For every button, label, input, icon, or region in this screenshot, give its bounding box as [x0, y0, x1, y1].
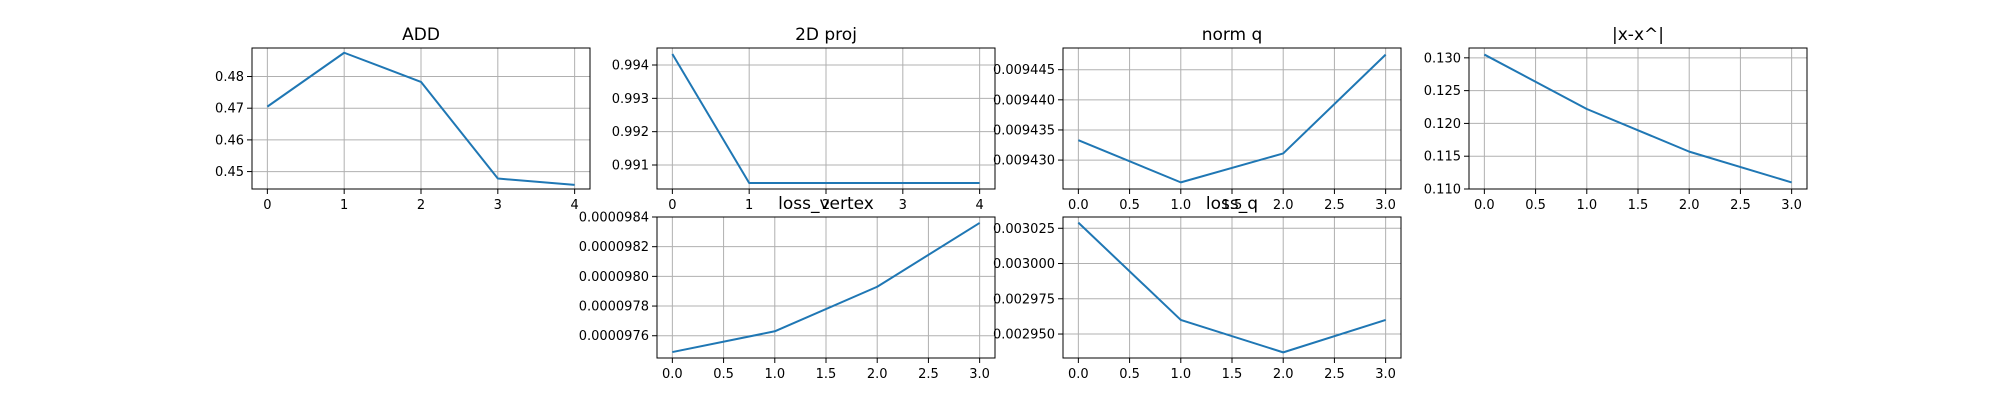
x-tick-label: 1.0 — [1170, 367, 1191, 382]
y-tick-label: 0.993 — [612, 92, 649, 107]
x-tick-label: 3.0 — [1375, 198, 1396, 213]
x-tick-label: 0.5 — [1119, 198, 1140, 213]
y-tick-label: 0.0000980 — [579, 270, 649, 285]
chart-title: norm q — [1202, 25, 1263, 45]
x-tick-label: 1 — [745, 198, 753, 213]
x-tick-label: 3.0 — [1375, 367, 1396, 382]
x-tick-label: 2.5 — [918, 367, 939, 382]
series-line — [1483, 53, 1792, 184]
chart-lossq: 0.0 0.5 1.0 1.5 2.0 2.5 3.0 0.002950 0.002975 0.0… — [993, 194, 1402, 382]
x-tick-label: 2.0 — [1273, 198, 1294, 213]
x-tick-label: 0.0 — [1068, 198, 1089, 213]
series-line — [1077, 221, 1386, 354]
x-tick-label: 0.0 — [662, 367, 683, 382]
x-tick-label: 3 — [899, 198, 907, 213]
y-tick-label: 0.009440 — [993, 93, 1055, 108]
y-tick-label: 0.48 — [215, 70, 244, 85]
x-tick-label: 1.0 — [1576, 198, 1597, 213]
x-tick-label: 2.0 — [1679, 198, 1700, 213]
y-tick-label: 0.45 — [215, 165, 244, 180]
y-tick-label: 0.009435 — [993, 123, 1055, 138]
x-tick-label: 1.5 — [1628, 198, 1649, 213]
x-tick-label: 0 — [263, 198, 271, 213]
x-tick-label: 2.5 — [1324, 198, 1345, 213]
chart-normq: 0.0 0.5 1.0 1.5 2.0 2.5 3.0 0.009430 0.009435 0.0… — [993, 25, 1402, 213]
chart-title: 2D proj — [795, 25, 857, 45]
x-tick-label: 0.5 — [1525, 198, 1546, 213]
x-tick-label: 2.0 — [867, 367, 888, 382]
y-tick-label: 0.115 — [1424, 150, 1461, 165]
y-tick-label: 0.110 — [1424, 183, 1461, 198]
y-tick-label: 0.991 — [612, 159, 649, 174]
chart-title: loss_q — [1206, 194, 1258, 214]
x-tick-label: 1 — [340, 198, 348, 213]
series-line — [671, 53, 980, 184]
x-tick-label: 0 — [668, 198, 676, 213]
x-tick-label: 0.5 — [713, 367, 734, 382]
x-tick-label: 0.5 — [1119, 367, 1140, 382]
y-tick-label: 0.0000984 — [579, 211, 649, 226]
x-tick-label: 0.0 — [1474, 198, 1495, 213]
y-tick-label: 0.0000982 — [579, 240, 649, 255]
y-tick-label: 0.120 — [1424, 117, 1461, 132]
x-tick-label: 2.5 — [1730, 198, 1751, 213]
x-tick-label: 2.0 — [1273, 367, 1294, 382]
x-tick-label: 1.5 — [1222, 367, 1243, 382]
chart-add: 0 1 2 3 4 0.45 0.46 0.47 0.48 ADD — [215, 25, 591, 213]
y-tick-label: 0.46 — [215, 133, 244, 148]
x-tick-label: 4 — [975, 198, 983, 213]
y-tick-label: 0.994 — [612, 59, 649, 74]
x-tick-label: 1.0 — [764, 367, 785, 382]
y-tick-label: 0.003000 — [993, 257, 1055, 272]
x-tick-label: 1.0 — [1170, 198, 1191, 213]
y-tick-label: 0.125 — [1424, 84, 1461, 99]
y-tick-label: 0.009430 — [993, 154, 1055, 169]
x-tick-label: 2 — [822, 198, 830, 213]
x-tick-label: 2 — [417, 198, 425, 213]
x-tick-label: 1.5 — [1222, 198, 1243, 213]
chart-xx: 0.0 0.5 1.0 1.5 2.0 2.5 3.0 0.110 0.115 0.120 0.12… — [1424, 25, 1808, 213]
chart-title: |x-x^| — [1612, 25, 1664, 45]
x-tick-label: 3.0 — [969, 367, 990, 382]
y-tick-label: 0.992 — [612, 125, 649, 140]
chart-proj2d: 0 1 2 3 4 0.991 0.992 0.993 0.994 2D proj — [612, 25, 996, 213]
x-tick-label: 1.5 — [816, 367, 837, 382]
series-line — [266, 51, 575, 186]
series-line — [672, 222, 981, 354]
x-tick-label: 3 — [494, 198, 502, 213]
y-tick-label: 0.009445 — [993, 63, 1055, 78]
x-tick-label: 4 — [570, 198, 578, 213]
chart-title: loss_vertex — [778, 194, 874, 214]
y-tick-label: 0.003025 — [993, 222, 1055, 237]
y-tick-label: 0.0000978 — [579, 300, 649, 315]
series-line — [1077, 53, 1387, 184]
x-tick-label: 2.5 — [1324, 367, 1345, 382]
y-tick-label: 0.002950 — [993, 328, 1055, 343]
y-tick-label: 0.47 — [215, 102, 244, 117]
y-tick-label: 0.002975 — [993, 292, 1055, 307]
x-tick-label: 0.0 — [1068, 367, 1089, 382]
y-tick-label: 0.130 — [1424, 51, 1461, 66]
x-tick-label: 3.0 — [1781, 198, 1802, 213]
chart-lossv: 0.0 0.5 1.0 1.5 2.0 2.5 3.0 0.0000976 0.0000978 0… — [579, 194, 996, 382]
y-tick-label: 0.0000976 — [579, 329, 649, 344]
chart-title: ADD — [402, 25, 440, 45]
